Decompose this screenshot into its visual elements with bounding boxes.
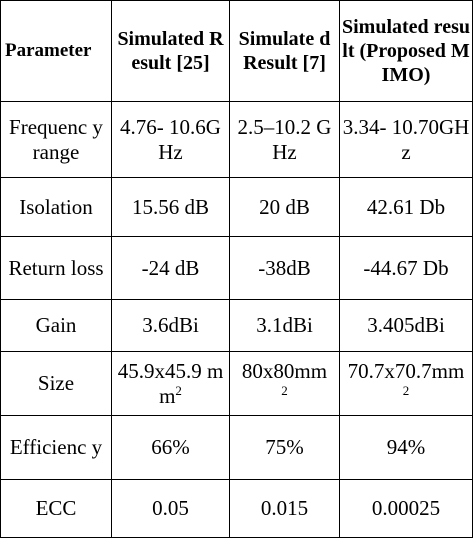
header-proposed-mimo: Simulated result (Proposed MIMO) (339, 0, 473, 102)
cell-ref25: 66% (111, 415, 230, 480)
table-row: ECC 0.05 0.015 0.00025 (0, 479, 473, 538)
cell-proposed: 42.61 Db (339, 177, 473, 237)
cell-ref25: 15.56 dB (111, 177, 230, 237)
cell-ref7-value: 80x80mm (241, 358, 328, 383)
cell-ref25: -24 dB (111, 236, 230, 300)
table-row: Isolation 15.56 dB 20 dB 42.61 Db (0, 177, 473, 237)
cell-proposed: 3.405dBi (339, 299, 473, 352)
cell-proposed-value: 70.7x70.7mm (347, 358, 465, 383)
cell-ref7: 2.5–10.2 GHz (229, 101, 340, 178)
cell-ref7: 80x80mm 2 (229, 351, 340, 416)
table-row: Return loss -24 dB -38dB -44.67 Db (0, 236, 473, 300)
header-parameter: Parameter (0, 0, 112, 102)
cell-ref25: 45.9x45.9 mm2 (111, 351, 230, 416)
unit-superscript: 2 (175, 382, 182, 398)
table-row: Gain 3.6dBi 3.1dBi 3.405dBi (0, 299, 473, 352)
row-label: Frequenc y range (0, 101, 112, 178)
cell-ref7: 3.1dBi (229, 299, 340, 352)
header-simulated-result-7: Simulate d Result [7] (229, 0, 340, 102)
row-label: Isolation (0, 177, 112, 237)
cell-proposed: 0.00025 (339, 479, 473, 538)
table-row: Size 45.9x45.9 mm2 80x80mm 2 70.7x70.7mm 2 (0, 351, 473, 416)
header-simulated-result-25: Simulated Result [25] (111, 0, 230, 102)
cell-ref25: 0.05 (111, 479, 230, 538)
table-row: Efficienc y 66% 75% 94% (0, 415, 473, 480)
cell-ref7: 20 dB (229, 177, 340, 237)
row-label: ECC (0, 479, 112, 538)
cell-ref7: 0.015 (229, 479, 340, 538)
table-row: Frequenc y range 4.76- 10.6GHz 2.5–10.2 … (0, 101, 473, 178)
cell-ref7: 75% (229, 415, 340, 480)
row-label: Size (0, 351, 112, 416)
cell-ref25: 3.6dBi (111, 299, 230, 352)
cell-proposed: 70.7x70.7mm 2 (339, 351, 473, 416)
cell-ref25-value: 45.9x45.9 mm (117, 358, 224, 408)
cell-ref7: -38dB (229, 236, 340, 300)
cell-proposed: -44.67 Db (339, 236, 473, 300)
table-header-row: Parameter Simulated Result [25] Simulate… (0, 0, 473, 102)
cell-proposed: 3.34- 10.70GHz (339, 101, 473, 178)
unit-superscript: 2 (402, 382, 410, 398)
cell-ref25: 4.76- 10.6GHz (111, 101, 230, 178)
unit-superscript: 2 (281, 382, 288, 398)
cell-proposed: 94% (339, 415, 473, 480)
row-label: Efficienc y (0, 415, 112, 480)
row-label: Gain (0, 299, 112, 352)
row-label: Return loss (0, 236, 112, 300)
